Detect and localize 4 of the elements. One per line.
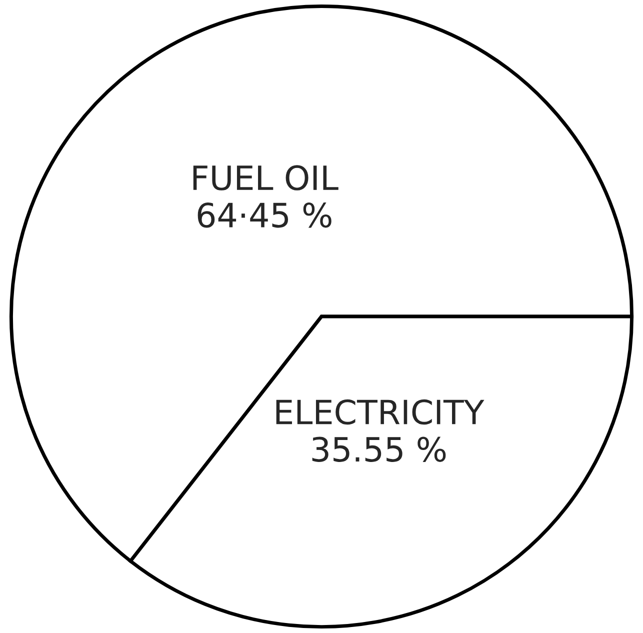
data-label: 64·45 % — [198, 202, 332, 228]
slice-label: ELECTRICITY — [276, 399, 484, 425]
data-label: 35.55 % — [312, 436, 446, 462]
slice-label: FUEL OIL — [193, 165, 338, 190]
